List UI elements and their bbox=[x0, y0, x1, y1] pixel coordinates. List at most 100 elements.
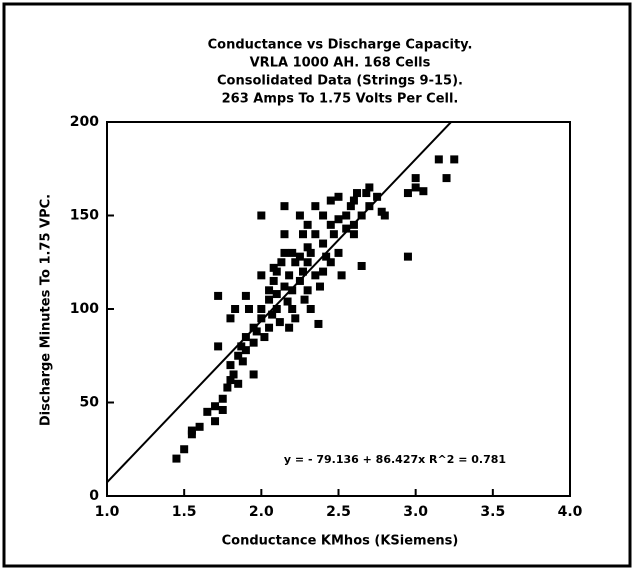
point bbox=[303, 258, 312, 267]
point bbox=[319, 239, 328, 248]
point bbox=[280, 248, 289, 257]
point bbox=[346, 202, 355, 211]
y-tick-label: 200 bbox=[70, 114, 99, 130]
point bbox=[241, 333, 250, 342]
point bbox=[450, 155, 459, 164]
point bbox=[299, 267, 308, 276]
point bbox=[295, 211, 304, 220]
y-axis-label: Discharge Minutes To 1.75 VPC. bbox=[39, 194, 54, 426]
point bbox=[303, 286, 312, 295]
point bbox=[288, 305, 297, 313]
point bbox=[334, 248, 343, 257]
x-tick-label: 3.5 bbox=[480, 504, 505, 520]
point bbox=[311, 230, 320, 239]
point bbox=[380, 211, 389, 220]
point bbox=[357, 211, 366, 220]
point bbox=[306, 305, 315, 313]
point bbox=[275, 318, 284, 327]
point bbox=[342, 211, 351, 220]
point bbox=[234, 379, 243, 388]
point bbox=[306, 248, 315, 257]
chart-title: 263 Amps To 1.75 Volts Per Cell. bbox=[222, 92, 459, 107]
point bbox=[237, 342, 246, 351]
point bbox=[342, 224, 351, 233]
point bbox=[218, 405, 227, 414]
point bbox=[280, 230, 289, 239]
point bbox=[265, 295, 274, 304]
point bbox=[334, 192, 343, 201]
point bbox=[300, 295, 309, 304]
point bbox=[214, 342, 223, 351]
point bbox=[218, 394, 227, 403]
point bbox=[195, 422, 204, 431]
point bbox=[365, 202, 374, 211]
point bbox=[326, 258, 335, 267]
point bbox=[299, 230, 308, 239]
x-axis-label: Conductance KMhos (KSiemens) bbox=[222, 534, 459, 549]
point bbox=[295, 252, 304, 261]
point bbox=[329, 230, 338, 239]
point bbox=[349, 230, 358, 239]
point bbox=[411, 183, 420, 192]
point bbox=[434, 155, 443, 164]
point bbox=[280, 282, 289, 291]
point bbox=[291, 314, 300, 323]
point bbox=[226, 361, 235, 370]
point bbox=[203, 407, 212, 416]
point bbox=[403, 252, 412, 261]
point bbox=[187, 426, 196, 435]
point bbox=[231, 305, 240, 313]
point bbox=[353, 189, 362, 198]
x-tick-label: 1.5 bbox=[172, 504, 197, 520]
point bbox=[272, 305, 281, 313]
trendline bbox=[107, 122, 453, 484]
point bbox=[272, 290, 281, 299]
point bbox=[257, 314, 266, 323]
point bbox=[180, 445, 189, 454]
point bbox=[322, 252, 331, 261]
point bbox=[362, 189, 371, 198]
point bbox=[223, 383, 232, 392]
point bbox=[291, 258, 300, 267]
y-tick-label: 0 bbox=[89, 488, 99, 504]
point bbox=[303, 220, 312, 229]
point bbox=[280, 202, 289, 211]
point bbox=[229, 370, 238, 379]
point bbox=[268, 310, 277, 319]
point bbox=[373, 192, 382, 201]
point bbox=[214, 291, 223, 300]
point bbox=[269, 263, 278, 272]
point bbox=[303, 243, 312, 252]
point bbox=[315, 282, 324, 291]
point bbox=[277, 258, 286, 267]
chart-title: Conductance vs Discharge Capacity. bbox=[208, 38, 473, 53]
x-tick-label: 4.0 bbox=[558, 504, 583, 520]
point bbox=[357, 261, 366, 270]
x-tick-label: 1.0 bbox=[95, 504, 120, 520]
point bbox=[419, 187, 428, 196]
point bbox=[349, 220, 358, 229]
point bbox=[326, 220, 335, 229]
point bbox=[249, 370, 258, 379]
point bbox=[241, 291, 250, 300]
point bbox=[252, 327, 261, 336]
point bbox=[211, 402, 220, 411]
plot-area bbox=[106, 121, 571, 497]
chart-title: Consolidated Data (Strings 9-15). bbox=[217, 74, 463, 89]
chart-title: VRLA 1000 AH. 168 Cells bbox=[250, 56, 431, 71]
point bbox=[319, 211, 328, 220]
point bbox=[295, 276, 304, 285]
point bbox=[172, 454, 181, 463]
point bbox=[349, 196, 358, 205]
point bbox=[265, 323, 274, 332]
point bbox=[226, 314, 235, 323]
point bbox=[226, 376, 235, 385]
x-tick-label: 2.0 bbox=[249, 504, 274, 520]
point bbox=[260, 333, 269, 342]
point bbox=[411, 174, 420, 183]
annotation: y = - 79.136 + 86.427x R^2 = 0.781 bbox=[284, 453, 506, 466]
point bbox=[211, 417, 220, 426]
point bbox=[288, 286, 297, 295]
point bbox=[334, 215, 343, 224]
